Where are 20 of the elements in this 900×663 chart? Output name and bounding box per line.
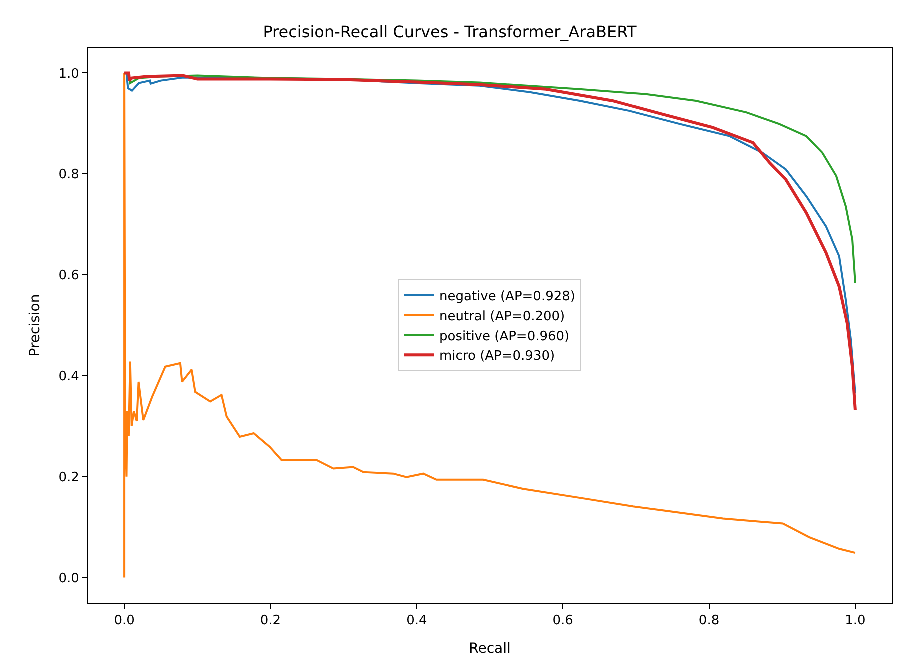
y-tick-label: 0.0 xyxy=(58,571,80,586)
x-tick-label: 1.0 xyxy=(845,614,866,629)
y-axis-title: Precision xyxy=(27,294,44,357)
y-tick-label: 0.8 xyxy=(58,168,80,183)
x-tick-label: 0.8 xyxy=(698,614,720,629)
y-tick-label: 0.6 xyxy=(58,268,80,284)
y-tick-label: 0.4 xyxy=(58,370,80,384)
x-tick-label: 0.2 xyxy=(260,614,282,629)
y-tick-label: 1.0 xyxy=(58,66,80,82)
legend-label: negative (AP=0.928) xyxy=(440,290,576,305)
line-series xyxy=(124,72,856,579)
y-tick-label: 0.2 xyxy=(58,470,80,486)
x-tick-label: 0.0 xyxy=(114,614,135,629)
legend-label: micro (AP=0.930) xyxy=(440,349,556,364)
legend-label: positive (AP=0.960) xyxy=(440,329,570,344)
x-axis-title: Recall xyxy=(469,640,511,657)
x-tick-label: 0.6 xyxy=(552,614,574,629)
chart-title: Precision-Recall Curves - Transformer_AraBERT xyxy=(263,22,638,42)
legend-label: neutral (AP=0.200) xyxy=(440,309,566,324)
x-tick-label: 0.4 xyxy=(406,614,428,629)
